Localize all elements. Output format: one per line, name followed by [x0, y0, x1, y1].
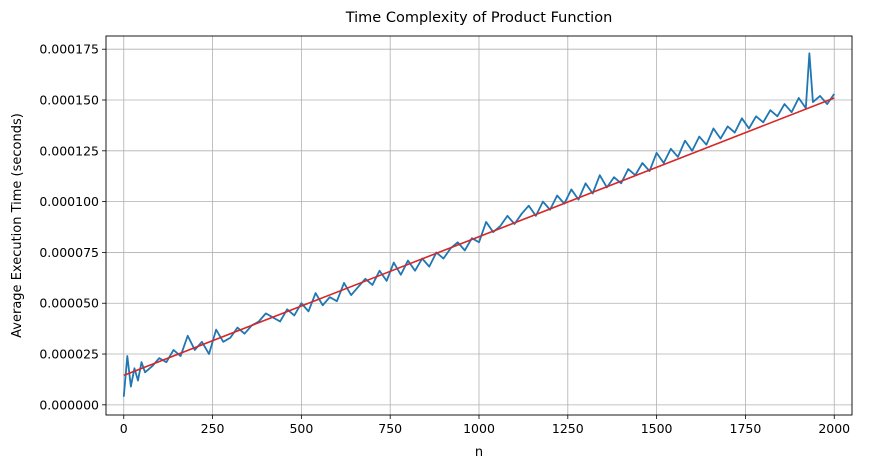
y-tick-label: 0.000050 — [39, 296, 99, 311]
x-tick-label: 1250 — [552, 421, 584, 436]
y-axis-ticks: 0.000000 0.000025 0.000050 0.000075 0.000100… — [39, 42, 106, 412]
x-tick-label: 1750 — [730, 421, 762, 436]
plot-series — [122, 52, 835, 397]
x-tick-label: 0 — [120, 421, 128, 436]
fit-line — [123, 97, 835, 377]
y-tick-label: 0.000000 — [39, 397, 99, 412]
x-tick-label: 1000 — [463, 421, 495, 436]
x-axis-ticks: 0 250 500 750 1000 1250 1500 1750 2000 — [120, 415, 850, 436]
x-tick-label: 2000 — [818, 421, 850, 436]
y-tick-label: 0.000075 — [39, 245, 99, 260]
grid-lines — [106, 36, 852, 415]
y-tick-label: 0.000025 — [39, 347, 99, 362]
y-tick-label: 0.000150 — [39, 93, 99, 108]
y-tick-label: 0.000175 — [39, 42, 99, 57]
x-axis-label: n — [475, 445, 483, 460]
x-tick-label: 500 — [289, 421, 313, 436]
x-tick-label: 750 — [378, 421, 402, 436]
x-tick-label: 250 — [201, 421, 225, 436]
y-tick-label: 0.000100 — [39, 194, 99, 209]
measured-time-line — [122, 52, 835, 397]
y-tick-label: 0.000125 — [39, 143, 99, 158]
x-tick-label: 1500 — [641, 421, 673, 436]
y-axis-label: Average Execution Time (seconds) — [10, 113, 25, 338]
chart-title: Time Complexity of Product Function — [345, 10, 613, 26]
